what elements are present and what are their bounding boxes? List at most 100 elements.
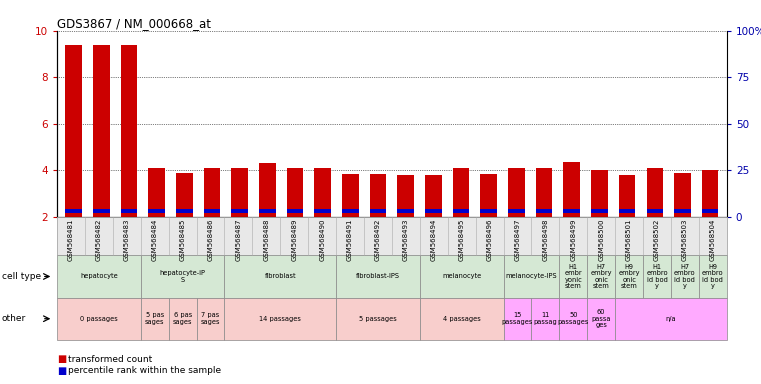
Text: GSM568489: GSM568489	[291, 218, 298, 261]
Text: GSM568487: GSM568487	[235, 218, 241, 261]
Bar	[93, 209, 110, 213]
Bar	[647, 209, 663, 213]
Text: 6 pas
sages: 6 pas sages	[173, 313, 193, 325]
Bar	[204, 209, 221, 213]
Text: GSM568499: GSM568499	[570, 218, 576, 261]
Text: 14 passages: 14 passages	[260, 316, 301, 322]
Text: GSM568504: GSM568504	[710, 218, 716, 261]
Text: GSM568488: GSM568488	[263, 218, 269, 261]
Text: GDS3867 / NM_000668_at: GDS3867 / NM_000668_at	[57, 17, 211, 30]
Bar	[176, 173, 193, 217]
Text: GSM568493: GSM568493	[403, 218, 409, 261]
Bar	[148, 209, 165, 213]
Text: fibroblast-IPS: fibroblast-IPS	[356, 273, 400, 280]
Bar	[314, 209, 331, 213]
Text: melanocyte-IPS: melanocyte-IPS	[505, 273, 557, 280]
Bar	[148, 168, 165, 217]
Text: GSM568495: GSM568495	[459, 218, 465, 261]
Text: 60
passa
ges: 60 passa ges	[591, 309, 611, 328]
Text: 7 pas
sages: 7 pas sages	[201, 313, 220, 325]
Text: H7
embro
id bod
y: H7 embro id bod y	[674, 264, 696, 289]
Bar	[619, 175, 635, 217]
Text: GSM568496: GSM568496	[486, 218, 492, 261]
Bar	[231, 209, 248, 213]
Bar	[259, 209, 275, 213]
Text: GSM568483: GSM568483	[124, 218, 130, 261]
Bar	[121, 209, 137, 213]
Text: GSM568500: GSM568500	[598, 218, 604, 261]
Text: GSM568482: GSM568482	[96, 218, 102, 261]
Bar	[674, 173, 691, 217]
Bar	[259, 164, 275, 217]
Bar	[425, 209, 441, 213]
Bar	[508, 168, 525, 217]
Bar	[204, 168, 221, 217]
Bar	[370, 209, 387, 213]
Text: GSM568490: GSM568490	[319, 218, 325, 261]
Text: H1
embro
id bod
y: H1 embro id bod y	[646, 264, 668, 289]
Bar	[619, 209, 635, 213]
Bar	[65, 209, 82, 213]
Text: 0 passages: 0 passages	[80, 316, 118, 322]
Text: GSM568486: GSM568486	[208, 218, 214, 261]
Bar	[480, 174, 497, 217]
Text: GSM568484: GSM568484	[151, 218, 158, 261]
Text: GSM568502: GSM568502	[654, 218, 660, 261]
Text: H9
embry
onic
stem: H9 embry onic stem	[619, 264, 640, 289]
Bar	[702, 170, 718, 217]
Text: GSM568501: GSM568501	[626, 218, 632, 261]
Text: GSM568492: GSM568492	[375, 218, 381, 261]
Text: n/a: n/a	[666, 316, 677, 322]
Bar	[702, 209, 718, 213]
Bar	[674, 209, 691, 213]
Text: GSM568481: GSM568481	[68, 218, 74, 261]
Text: 15
passages: 15 passages	[501, 313, 533, 325]
Text: 11
passag: 11 passag	[533, 313, 557, 325]
Text: cell type: cell type	[2, 272, 40, 281]
Bar	[563, 209, 580, 213]
Text: H9
embro
id bod
y: H9 embro id bod y	[702, 264, 724, 289]
Text: hepatocyte: hepatocyte	[80, 273, 118, 280]
Text: melanocyte: melanocyte	[442, 273, 481, 280]
Bar	[397, 209, 414, 213]
Bar	[342, 174, 358, 217]
Text: 4 passages: 4 passages	[443, 316, 480, 322]
Bar	[591, 209, 608, 213]
Text: 50
passages: 50 passages	[558, 313, 589, 325]
Text: GSM568498: GSM568498	[543, 218, 549, 261]
Bar	[65, 45, 82, 217]
Bar	[453, 168, 470, 217]
Bar	[536, 168, 552, 217]
Text: hepatocyte-iP
S: hepatocyte-iP S	[160, 270, 205, 283]
Text: GSM568497: GSM568497	[514, 218, 521, 261]
Bar	[370, 174, 387, 217]
Bar	[647, 168, 663, 217]
Text: ■: ■	[57, 366, 66, 376]
Text: GSM568485: GSM568485	[180, 218, 186, 261]
Bar	[591, 170, 608, 217]
Bar	[93, 45, 110, 217]
Bar	[536, 209, 552, 213]
Text: fibroblast: fibroblast	[265, 273, 296, 280]
Bar	[397, 175, 414, 217]
Bar	[314, 168, 331, 217]
Text: transformed count: transformed count	[68, 354, 152, 364]
Bar	[480, 209, 497, 213]
Text: GSM568494: GSM568494	[431, 218, 437, 261]
Bar	[563, 162, 580, 217]
Text: 5 pas
sages: 5 pas sages	[145, 313, 164, 325]
Bar	[231, 168, 248, 217]
Bar	[425, 175, 441, 217]
Bar	[287, 168, 304, 217]
Text: ■: ■	[57, 354, 66, 364]
Bar	[342, 209, 358, 213]
Text: H7
embry
onic
stem: H7 embry onic stem	[591, 264, 612, 289]
Bar	[508, 209, 525, 213]
Text: other: other	[2, 314, 26, 323]
Text: GSM568491: GSM568491	[347, 218, 353, 261]
Text: 5 passages: 5 passages	[359, 316, 396, 322]
Text: GSM568503: GSM568503	[682, 218, 688, 261]
Text: H1
embr
yonic
stem: H1 embr yonic stem	[565, 264, 582, 289]
Bar	[121, 45, 137, 217]
Bar	[287, 209, 304, 213]
